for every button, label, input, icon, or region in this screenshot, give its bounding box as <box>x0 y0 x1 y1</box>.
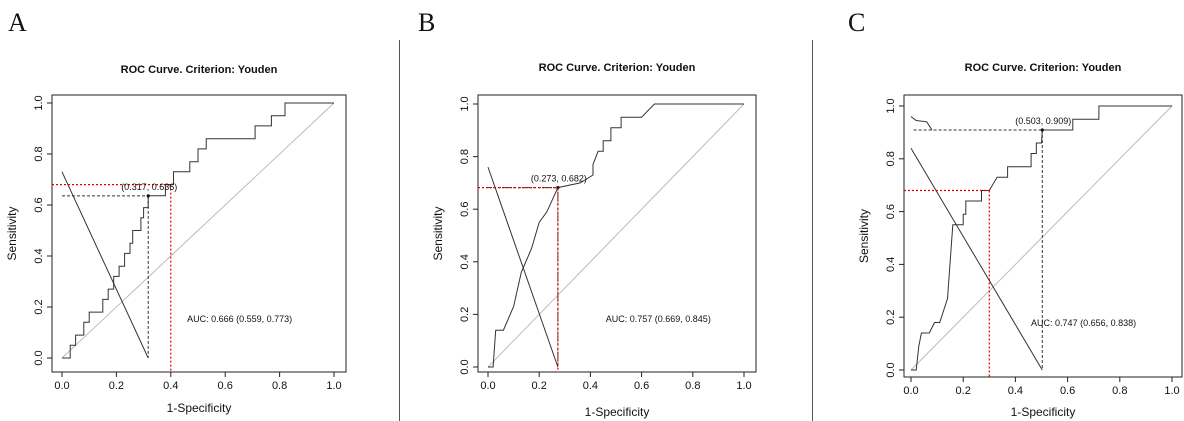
chart-0-x-tick-label: 0.6 <box>218 380 233 392</box>
chart-1-youden-label: (0.273, 0.682) <box>531 174 587 184</box>
chart-0-auc-label: AUC: 0.666 (0.559, 0.773) <box>187 314 292 324</box>
chart-1-y-axis-label: Sensitivity <box>431 206 445 260</box>
chart-0-y-tick-label: 1.0 <box>33 95 45 110</box>
chart-0-youden-point <box>146 194 150 198</box>
chart-1-y-tick-label: 0.8 <box>459 149 471 164</box>
chart-2-y-tick-label: 0.2 <box>885 310 897 325</box>
chart-0-x-tick-label: 0.2 <box>109 380 124 392</box>
chart-1-criterion-line <box>487 166 559 368</box>
chart-1-y-tick-label: 0.2 <box>459 307 471 322</box>
chart-2-auc-label: AUC: 0.747 (0.656, 0.838) <box>1031 318 1136 328</box>
chart-1-x-tick-label: 1.0 <box>736 380 751 392</box>
chart-0-youden-label: (0.317, 0.636) <box>121 182 177 192</box>
chart-1-diagonal-reference <box>487 103 745 368</box>
chart-2-diagonal-reference <box>910 105 1173 371</box>
chart-1-x-tick-label: 0.0 <box>480 380 495 392</box>
chart-2-x-tick-label: 0.6 <box>1060 385 1075 397</box>
chart-0-x-axis-label: 1-Specificity <box>167 401 232 415</box>
panel-letter-a: A <box>8 8 27 37</box>
chart-2-x-tick-label: 0.8 <box>1112 385 1127 397</box>
chart-2-x-tick-label: 0.2 <box>956 385 971 397</box>
panel-letter-c: C <box>848 8 866 37</box>
chart-2-roc-series-1 <box>910 116 933 131</box>
chart-1-roc-series-0 <box>488 103 744 368</box>
chart-2-y-tick-label: 0.0 <box>885 362 897 377</box>
chart-0-x-tick-label: 0.0 <box>54 380 69 392</box>
chart-2-x-tick-label: 0.4 <box>1008 385 1023 397</box>
chart-1-x-tick-label: 0.4 <box>583 380 598 392</box>
chart-0-y-tick-label: 0.6 <box>33 197 45 212</box>
panel-divider-2 <box>812 40 813 421</box>
chart-1-auc-label: AUC: 0.757 (0.669, 0.845) <box>606 314 711 324</box>
chart-1-x-tick-label: 0.2 <box>532 380 547 392</box>
chart-0-diagonal-reference <box>61 102 335 359</box>
chart-2-x-tick-label: 0.0 <box>903 385 918 397</box>
chart-1-x-tick-label: 0.6 <box>634 380 649 392</box>
chart-1-x-axis-label: 1-Specificity <box>585 405 650 419</box>
chart-0-x-tick-label: 0.8 <box>272 380 287 392</box>
chart-0-y-axis-label: Sensitivity <box>5 206 19 260</box>
chart-1-title: ROC Curve. Criterion: Youden <box>539 62 696 74</box>
chart-0-title: ROC Curve. Criterion: Youden <box>121 64 278 76</box>
chart-1-y-tick-label: 0.4 <box>459 254 471 269</box>
chart-2-criterion-line <box>910 147 1043 371</box>
chart-0-y-tick-label: 0.0 <box>33 350 45 365</box>
chart-2-y-tick-label: 1.0 <box>885 98 897 113</box>
chart-2-y-tick-label: 0.6 <box>885 204 897 219</box>
chart-0-criterion-line <box>61 171 149 359</box>
chart-2-youden-point <box>1040 128 1044 132</box>
chart-1-x-tick-label: 0.8 <box>685 380 700 392</box>
chart-2-youden-label: (0.503, 0.909) <box>1015 116 1071 126</box>
chart-0-y-tick-label: 0.4 <box>33 248 45 263</box>
panel-divider-1 <box>399 40 400 421</box>
chart-1-y-tick-label: 0.6 <box>459 202 471 217</box>
chart-0-plot-frame <box>51 94 347 373</box>
chart-0-x-tick-label: 1.0 <box>326 380 341 392</box>
panel-letter-b: B <box>418 8 436 37</box>
chart-1-y-tick-label: 0.0 <box>459 359 471 374</box>
chart-2-title: ROC Curve. Criterion: Youden <box>965 62 1122 74</box>
chart-0-y-tick-label: 0.8 <box>33 146 45 161</box>
chart-2-y-axis-label: Sensitivity <box>857 209 871 263</box>
chart-0-x-tick-label: 0.4 <box>163 380 178 392</box>
chart-2-y-tick-label: 0.4 <box>885 257 897 272</box>
chart-0-y-tick-label: 0.2 <box>33 299 45 314</box>
chart-1-plot-frame <box>477 94 757 373</box>
chart-2-x-axis-label: 1-Specificity <box>1011 405 1076 419</box>
chart-2-plot-frame <box>903 94 1183 378</box>
chart-1-y-tick-label: 1.0 <box>459 96 471 111</box>
chart-0-roc-series-0 <box>62 102 334 359</box>
chart-2-y-tick-label: 0.8 <box>885 151 897 166</box>
chart-2-x-tick-label: 1.0 <box>1164 385 1179 397</box>
